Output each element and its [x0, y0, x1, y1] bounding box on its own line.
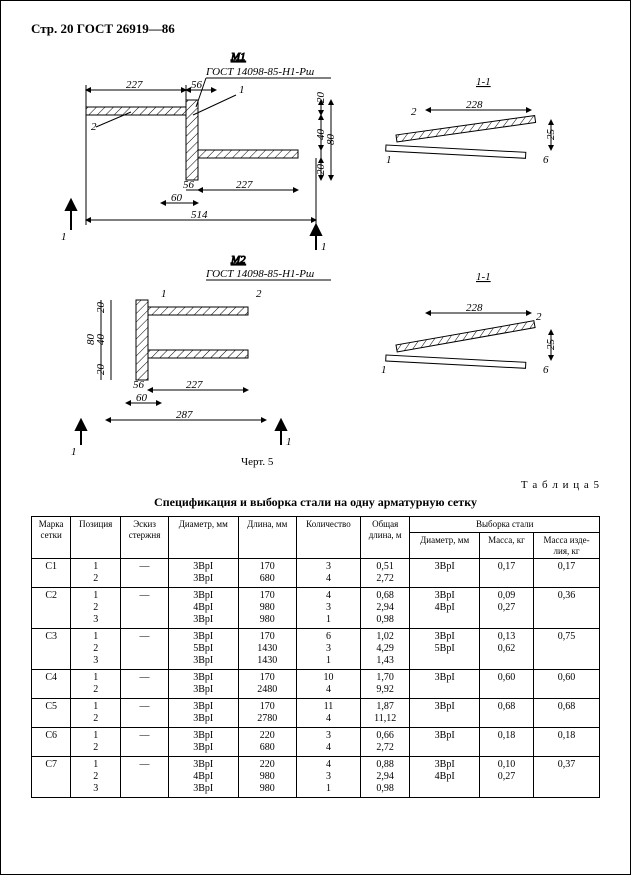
svg-text:20: 20	[95, 364, 107, 376]
col-mark: Марка сетки	[32, 517, 71, 559]
svg-text:60: 60	[136, 392, 148, 404]
page-number: Стр. 20	[31, 21, 74, 36]
col-qty: Количество	[296, 517, 360, 559]
svg-text:6: 6	[543, 154, 549, 166]
svg-text:2: 2	[411, 106, 417, 118]
svg-text:20: 20	[95, 302, 107, 314]
svg-text:1: 1	[386, 154, 392, 166]
page-header: Стр. 20 ГОСТ 26919—86	[31, 21, 600, 37]
col-pos: Позиция	[71, 517, 121, 559]
table-row: С61 2—3ВрI 3ВрI220 6803 40,66 2,723ВрI0,…	[32, 728, 600, 757]
svg-text:287: 287	[176, 409, 193, 421]
table-row: С11 2—3ВрI 3ВрI170 6803 40,51 2,723ВрI0,…	[32, 559, 600, 588]
svg-text:80: 80	[85, 334, 97, 346]
svg-text:2: 2	[536, 311, 542, 323]
section-label-1: 1-1	[476, 76, 491, 88]
svg-text:227: 227	[236, 179, 253, 191]
svg-text:228: 228	[466, 302, 483, 314]
svg-text:56: 56	[183, 179, 195, 191]
table-row: С71 2 3—3ВрI 4ВрI 3ВрI220 980 9804 3 10,…	[32, 757, 600, 798]
svg-text:20: 20	[315, 92, 327, 104]
table-row: С31 2 3—3ВрI 5ВрI 3ВрI170 1430 14306 3 1…	[32, 629, 600, 670]
technical-drawing: М1 ГОСТ 14098-85-Н1-Рш 1 2 227 56	[31, 45, 600, 475]
col-selection: Выборка стали	[410, 517, 600, 533]
gost-ref-1: ГОСТ 14098-85-Н1-Рш	[205, 66, 314, 78]
svg-text:25: 25	[545, 339, 557, 351]
m2-label: М2	[230, 254, 246, 266]
svg-text:2: 2	[256, 288, 262, 300]
svg-text:1: 1	[381, 364, 387, 376]
svg-text:25: 25	[545, 129, 557, 141]
table-number: Т а б л и ц а 5	[31, 479, 600, 491]
svg-text:1: 1	[239, 84, 245, 96]
svg-text:56: 56	[133, 379, 145, 391]
m1-label: М1	[230, 51, 246, 63]
svg-text:80: 80	[325, 134, 337, 146]
svg-text:1: 1	[161, 288, 167, 300]
svg-text:514: 514	[191, 209, 208, 221]
col-diam: Диаметр, мм	[168, 517, 238, 559]
svg-text:1: 1	[71, 446, 77, 458]
table-row: С51 2—3ВрI 3ВрI170 278011 41,87 11,123Вр…	[32, 699, 600, 728]
svg-text:1: 1	[286, 436, 292, 448]
figure-caption: Черт. 5	[241, 456, 274, 468]
standard-code: ГОСТ 26919—86	[77, 21, 175, 36]
gost-ref-2: ГОСТ 14098-85-Н1-Рш	[205, 268, 314, 280]
col-smass: Масса, кг	[479, 532, 533, 559]
col-sketch: Эскиз стержня	[121, 517, 169, 559]
svg-text:56: 56	[191, 79, 203, 91]
svg-text:1: 1	[61, 231, 67, 243]
table-title: Спецификация и выборка стали на одну арм…	[31, 495, 600, 510]
svg-text:227: 227	[186, 379, 203, 391]
col-simass: Масса изде- лия, кг	[534, 532, 600, 559]
table-row: С21 2 3—3ВрI 4ВрI 3ВрI170 980 9804 3 10,…	[32, 588, 600, 629]
section-label-2: 1-1	[476, 271, 491, 283]
svg-text:1: 1	[321, 241, 327, 253]
svg-text:20: 20	[315, 164, 327, 176]
col-tlen: Общая длина, м	[360, 517, 409, 559]
svg-text:227: 227	[126, 79, 143, 91]
svg-text:6: 6	[543, 364, 549, 376]
spec-table: Марка сетки Позиция Эскиз стержня Диамет…	[31, 516, 600, 798]
col-len: Длина, мм	[238, 517, 296, 559]
svg-text:228: 228	[466, 99, 483, 111]
svg-text:60: 60	[171, 192, 183, 204]
table-row: С41 2—3ВрI 3ВрI170 248010 41,70 9,923ВрI…	[32, 670, 600, 699]
col-sdiam: Диаметр, мм	[410, 532, 480, 559]
